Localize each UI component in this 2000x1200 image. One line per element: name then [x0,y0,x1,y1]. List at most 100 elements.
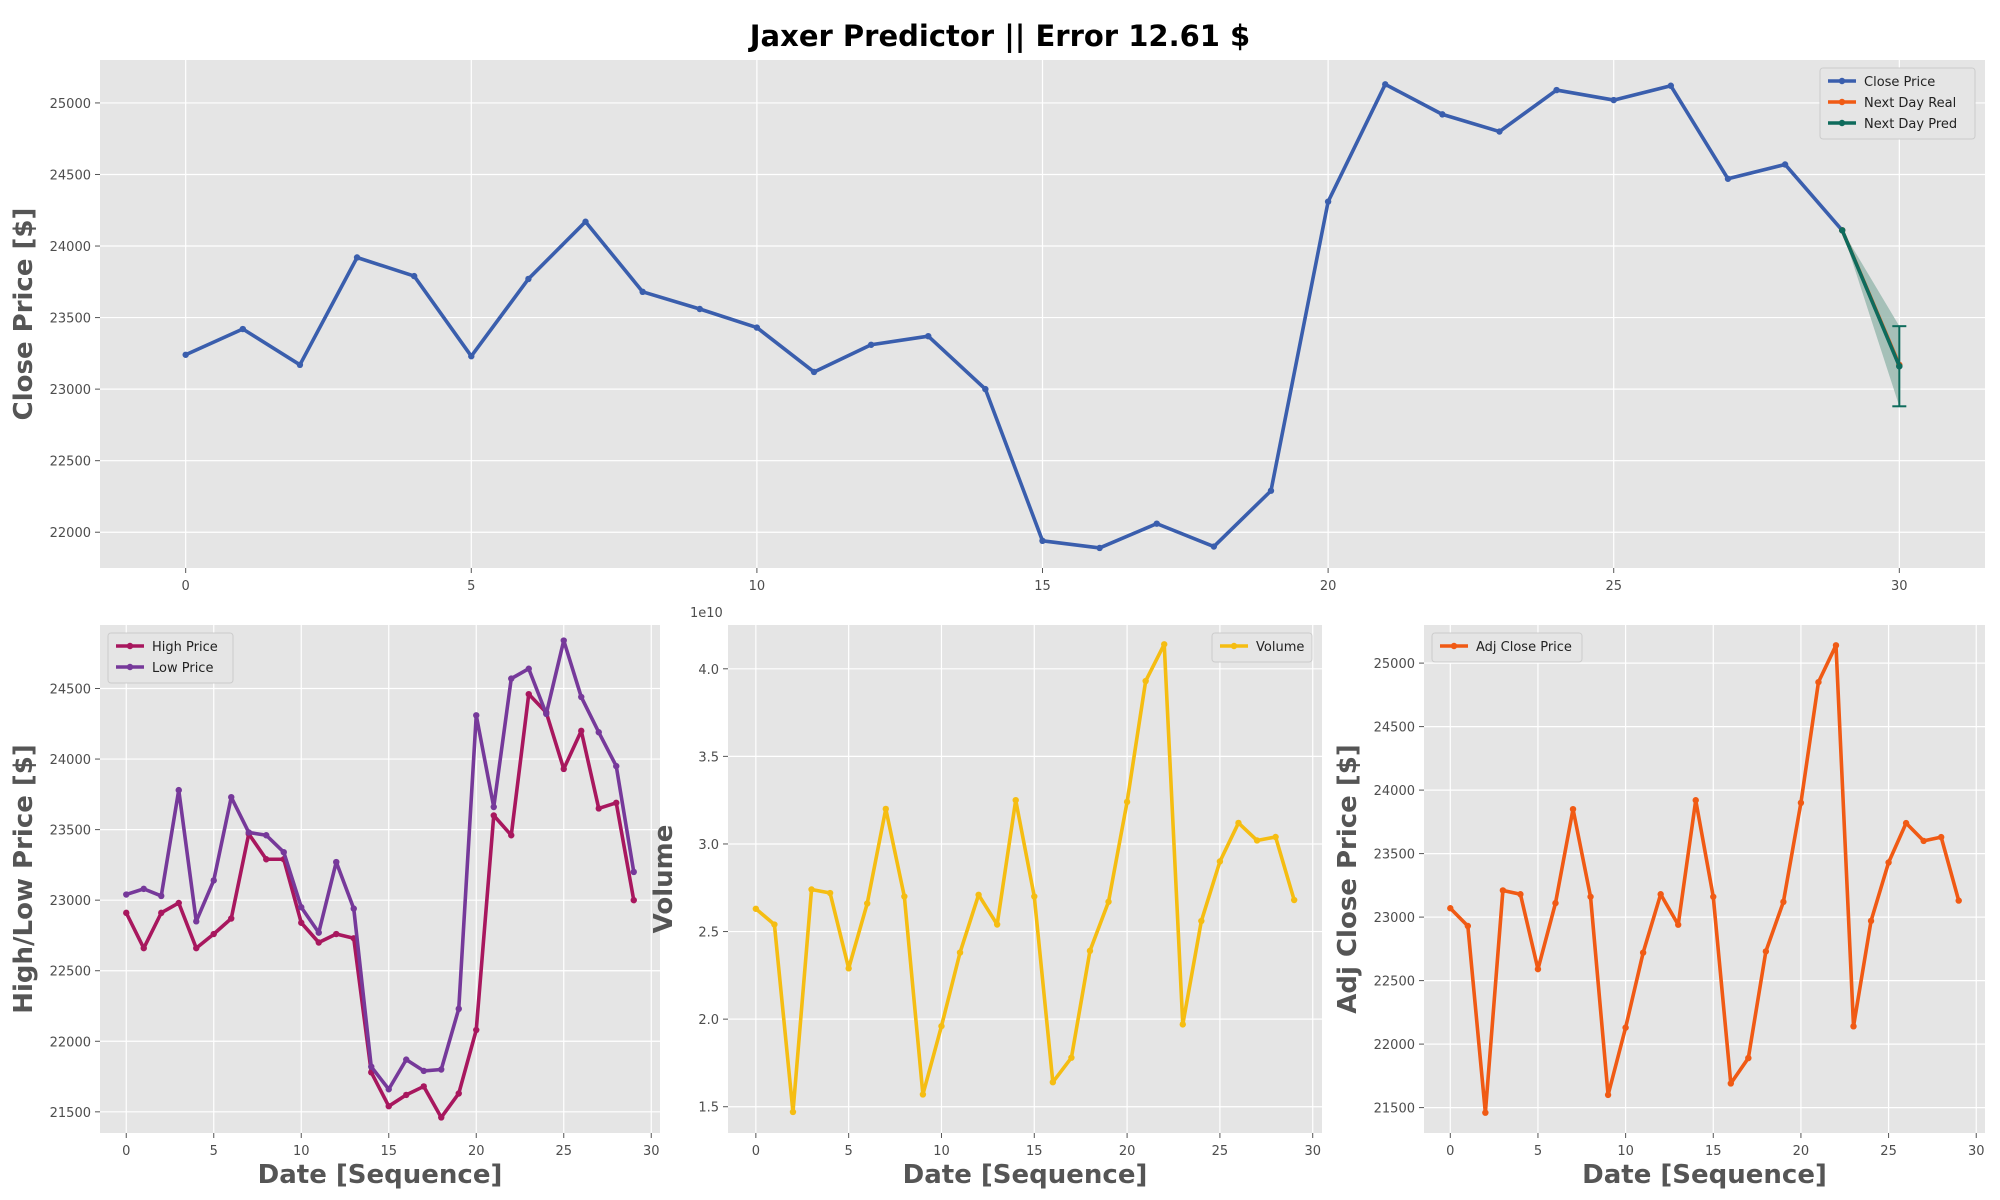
close-series-close-price [183,82,1844,550]
highlow-point-low-price [543,710,550,718]
close-x-tick-label: 5 [467,579,475,594]
adjclose-plot-area [1424,625,1985,1133]
highlow-point-low-price [175,786,182,794]
adjclose-x-axis-label: Date [Sequence] [1582,1160,1827,1190]
volume-legend-marker-volume [1230,642,1238,650]
adjclose-point-adj-close-price [1534,965,1542,973]
close-subplot: 0 5 10 15 20 25 30 22000 22500 23000 23500 24000 245… [9,60,1985,594]
adjclose-point-adj-close-price [1885,859,1892,866]
volume-point-volume [826,889,834,897]
volume-point-volume [919,1091,927,1098]
volume-y-axis-label: Volume [649,825,679,934]
close-point-close-price [925,332,932,340]
close-legend-label-next-day-pred: Next Day Pred [1864,117,1957,132]
highlow-y-tick-label: 23000 [50,894,91,909]
highlow-point-low-price [508,675,515,682]
volume-y-tick-label: 3.5 [698,750,719,765]
adjclose-point-adj-close-price [1692,797,1699,804]
volume-x-tick-label: 20 [1119,1144,1136,1159]
close-point-close-price [1382,81,1389,88]
close-point-close-price [296,361,304,368]
highlow-legend-marker-low-price [126,663,134,671]
highlow-point-low-price [245,829,252,836]
volume-x-tick-label: 25 [1212,1144,1229,1159]
highlow-point-high-price [438,1114,445,1121]
close-x-tick-label: 30 [1891,579,1908,594]
close-point-close-price [810,368,818,376]
highlow-legend-label-low-price: Low Price [152,661,213,676]
volume-point-volume [1086,947,1094,955]
volume-point-volume [993,921,1001,928]
close-error-point [1896,363,1903,370]
close-y-tick-label: 24500 [50,168,91,183]
close-point-close-price [582,218,589,225]
highlow-point-high-price [420,1083,427,1090]
highlow-point-high-price [228,915,235,922]
volume-subplot: 0 5 10 15 20 25 30 1.5 2.0 2.5 3.0 3.5 4.0 1e10 Volume… [649,606,1322,1190]
highlow-point-high-price [385,1102,392,1110]
close-y-tick-label: 25000 [50,97,91,112]
adjclose-x-tick-label: 5 [1534,1144,1542,1159]
volume-point-volume [864,900,871,907]
highlow-legend-marker-high-price [126,642,134,650]
close-y-tick-label: 22000 [50,526,91,541]
close-point-close-price [1096,544,1103,552]
highlow-point-high-price [595,805,602,812]
highlow-point-high-price [403,1091,410,1099]
close-point-close-price [1496,128,1503,135]
close-point-close-price [1039,537,1046,545]
adjclose-point-adj-close-price [1464,922,1472,930]
highlow-y-tick-label: 21500 [50,1106,91,1121]
adjclose-point-adj-close-price [1867,917,1875,925]
close-point-close-price [1724,175,1732,182]
adjclose-point-adj-close-price [1902,819,1910,827]
volume-point-volume [1235,819,1242,827]
volume-x-axis-label: Date [Sequence] [903,1160,1148,1190]
highlow-point-low-price [438,1066,445,1073]
highlow-point-high-price [158,909,165,917]
highlow-point-low-price [613,762,620,770]
close-point-close-price [753,324,761,331]
volume-point-volume [1272,833,1279,841]
highlow-point-low-price [228,793,235,801]
volume-point-volume [771,921,778,928]
highlow-point-high-price [630,896,637,904]
volume-point-volume [1123,798,1131,806]
volume-x-tick-label: 30 [1304,1144,1321,1159]
highlow-point-high-price [315,939,322,946]
adjclose-point-adj-close-price [1482,1109,1489,1116]
close-legend-marker-next-day-real [1838,98,1846,106]
highlow-point-high-price [123,909,130,917]
adjclose-subplot: 0 5 10 15 20 25 30 21500 22000 22500 23000 23500 240… [1333,625,1985,1190]
adjclose-series-adj-close-price [1448,643,1961,1115]
close-point-close-price [639,288,646,296]
close-x-tick-label: 15 [1034,579,1051,594]
close-legend: Close Price Next Day Real Next Day Pred [1819,67,1976,140]
adjclose-x-tick-label: 10 [1617,1144,1634,1159]
highlow-point-low-price [298,904,305,911]
adjclose-point-adj-close-price [1762,948,1770,955]
volume-offset-label: 1e10 [690,606,723,621]
highlow-x-tick-label: 5 [210,1144,218,1159]
adjclose-y-tick-label: 24000 [1374,784,1415,799]
volume-point-volume [1179,1021,1186,1028]
chart-title: Jaxer Predictor || Error 12.61 $ [748,19,1250,53]
adjclose-point-adj-close-price [1920,837,1927,845]
close-point-close-price [525,275,532,283]
adjclose-legend-marker-adj-close-price [1450,642,1458,650]
highlow-series-high-price [124,692,636,1120]
volume-point-volume [1216,858,1224,865]
highlow-point-low-price [473,712,480,719]
highlow-point-high-price [175,899,182,907]
adjclose-point-adj-close-price [1937,833,1945,841]
adjclose-y-tick-label: 24500 [1374,721,1415,736]
volume-point-volume [1049,1079,1057,1086]
highlow-point-low-price [123,891,130,898]
volume-point-volume [1142,677,1149,685]
close-legend-marker-close-price [1838,77,1846,85]
highlow-point-low-price [210,877,217,884]
adjclose-point-adj-close-price [1499,887,1507,894]
adjclose-point-adj-close-price [1710,893,1717,900]
highlow-y-tick-label: 23500 [50,824,91,839]
close-legend-box [1819,67,1976,140]
